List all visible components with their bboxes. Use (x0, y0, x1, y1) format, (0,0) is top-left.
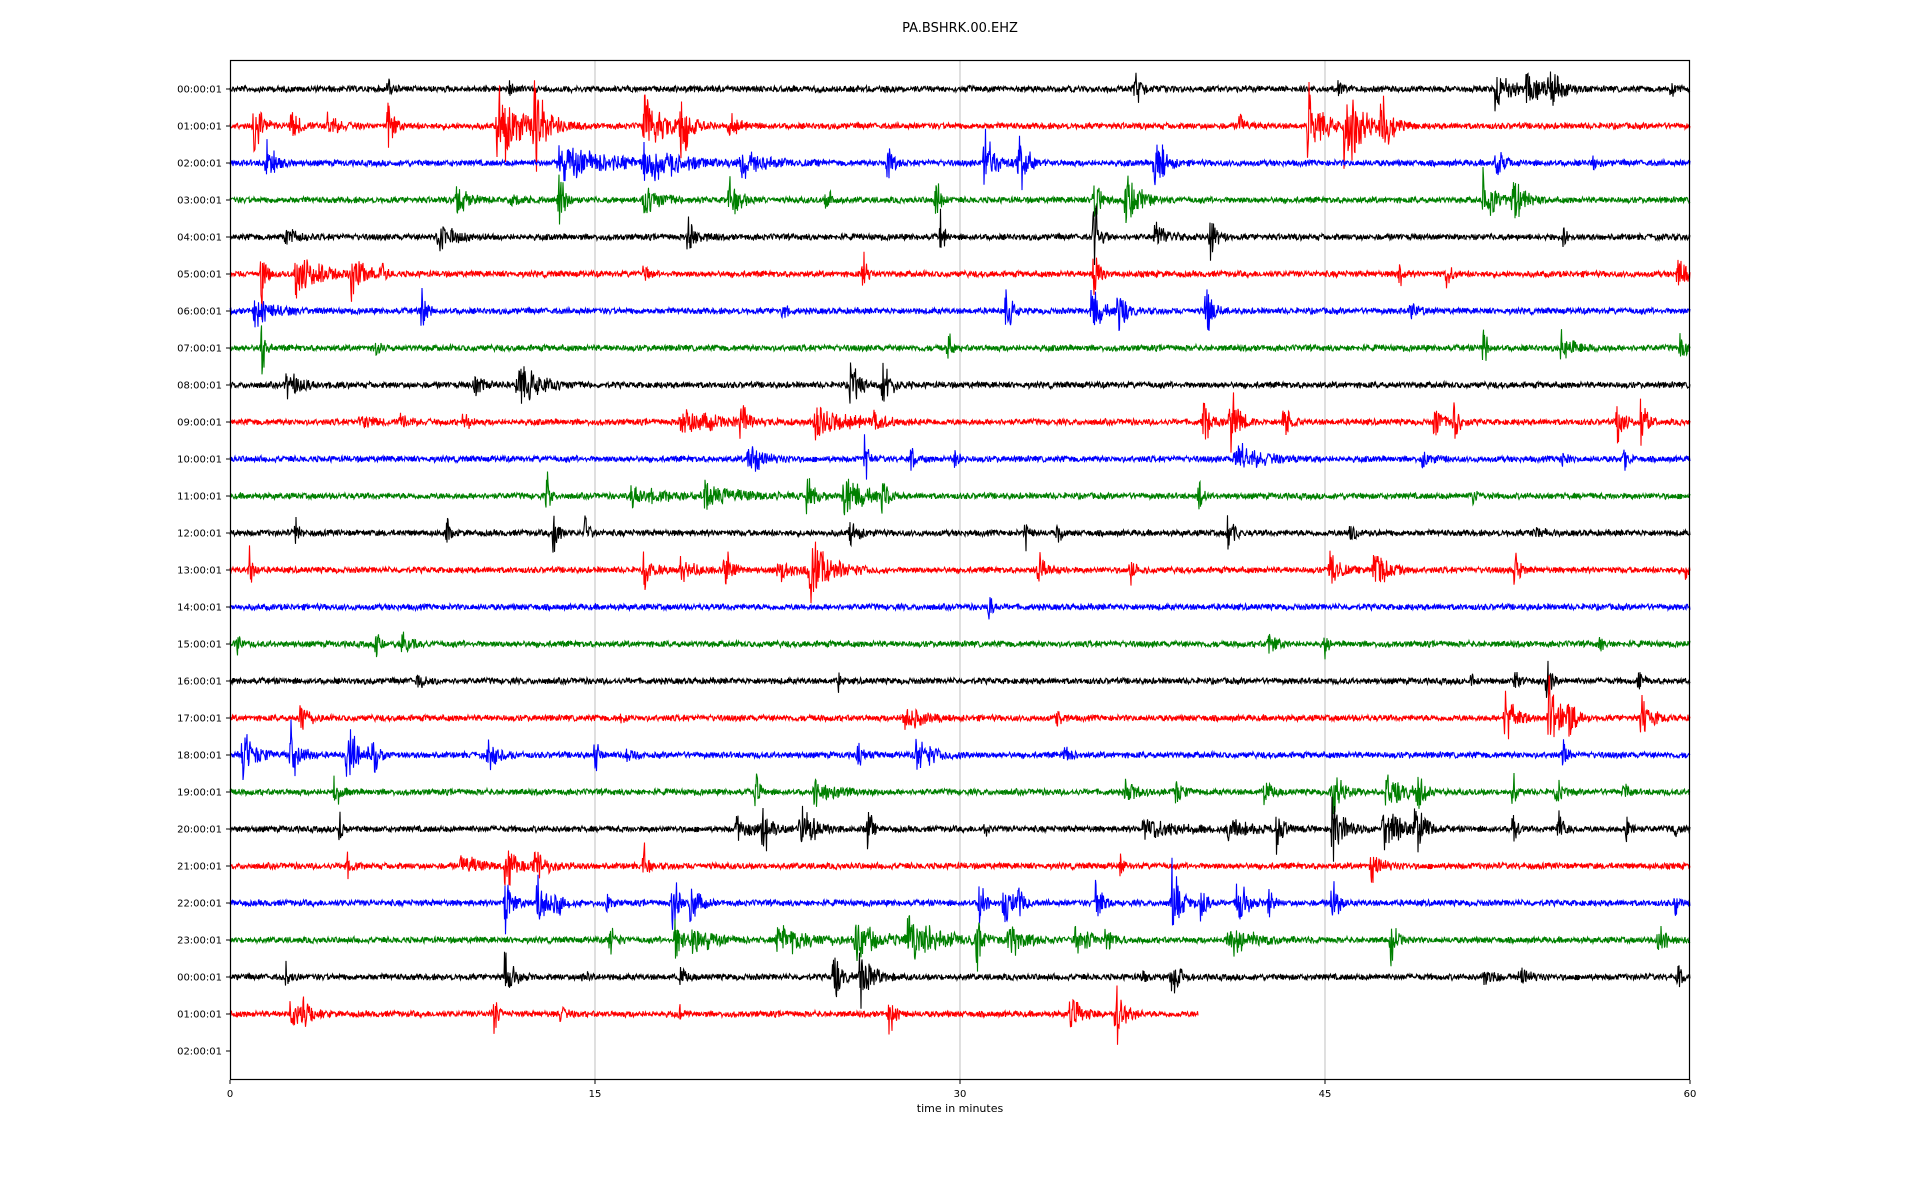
chart-title: PA.BSHRK.00.EHZ (902, 21, 1018, 36)
y-tick-label: 00:00:01 (177, 85, 222, 96)
trace-row-16 (229, 660, 1691, 698)
y-tick-label: 03:00:01 (177, 196, 222, 207)
y-tick-label: 01:00:01 (177, 1010, 222, 1021)
x-axis-ticks: 0 15 30 45 60 (227, 1080, 1697, 1100)
y-tick-label: 16:00:01 (177, 677, 222, 688)
trace-row-2 (229, 128, 1691, 191)
trace-row-17 (229, 675, 1691, 740)
plot-frame (229, 59, 1691, 1081)
trace-row-14 (229, 597, 1691, 620)
y-tick-label: 04:00:01 (177, 233, 222, 244)
traces (229, 71, 1691, 1045)
trace-row-7 (229, 325, 1691, 375)
y-tick-label: 00:00:01 (177, 973, 222, 984)
x-tick-label: 0 (227, 1089, 233, 1100)
trace-row-9 (229, 392, 1691, 453)
trace-row-13 (229, 541, 1691, 604)
trace-row-25 (229, 985, 1199, 1045)
y-tick-label: 02:00:01 (177, 1047, 222, 1058)
y-tick-label: 01:00:01 (177, 122, 222, 133)
trace-row-3 (229, 166, 1691, 225)
trace-row-11 (229, 471, 1691, 516)
y-tick-label: 07:00:01 (177, 344, 222, 355)
y-tick-label: 18:00:01 (177, 751, 222, 762)
y-tick-label: 09:00:01 (177, 418, 222, 429)
y-axis-ticks: 00:00:01 01:00:01 02:00:01 03:00:01 04:00:01… (177, 85, 230, 1058)
trace-row-10 (229, 434, 1691, 480)
y-tick-label: 14:00:01 (177, 603, 222, 614)
trace-row-8 (229, 362, 1691, 404)
trace-row-15 (229, 631, 1691, 660)
y-tick-label: 12:00:01 (177, 529, 222, 540)
trace-row-22 (229, 857, 1691, 935)
x-tick-label: 45 (1319, 1089, 1332, 1100)
y-tick-label: 08:00:01 (177, 381, 222, 392)
trace-row-21 (229, 842, 1691, 886)
x-tick-label: 30 (954, 1089, 967, 1100)
y-tick-label: 20:00:01 (177, 825, 222, 836)
trace-row-6 (229, 287, 1691, 332)
trace-row-19 (229, 772, 1691, 815)
trace-row-5 (229, 251, 1691, 320)
y-tick-label: 22:00:01 (177, 899, 222, 910)
trace-row-18 (229, 719, 1691, 781)
y-tick-label: 15:00:01 (177, 640, 222, 651)
y-tick-label: 02:00:01 (177, 159, 222, 170)
trace-row-0 (229, 71, 1691, 112)
y-tick-label: 05:00:01 (177, 270, 222, 281)
trace-row-4 (229, 205, 1691, 266)
y-tick-label: 23:00:01 (177, 936, 222, 947)
trace-row-12 (229, 515, 1691, 553)
y-tick-label: 19:00:01 (177, 788, 222, 799)
x-axis-label: time in minutes (916, 1102, 1004, 1115)
trace-row-1 (229, 80, 1691, 172)
trace-row-23 (229, 915, 1691, 972)
x-tick-label: 60 (1684, 1089, 1697, 1100)
trace-row-20 (229, 796, 1691, 862)
y-tick-label: 21:00:01 (177, 862, 222, 873)
y-tick-label: 13:00:01 (177, 566, 222, 577)
y-tick-label: 10:00:01 (177, 455, 222, 466)
y-tick-label: 11:00:01 (177, 492, 222, 503)
x-tick-label: 15 (589, 1089, 602, 1100)
trace-row-24 (229, 951, 1691, 1009)
y-tick-label: 17:00:01 (177, 714, 222, 725)
y-tick-label: 06:00:01 (177, 307, 222, 318)
